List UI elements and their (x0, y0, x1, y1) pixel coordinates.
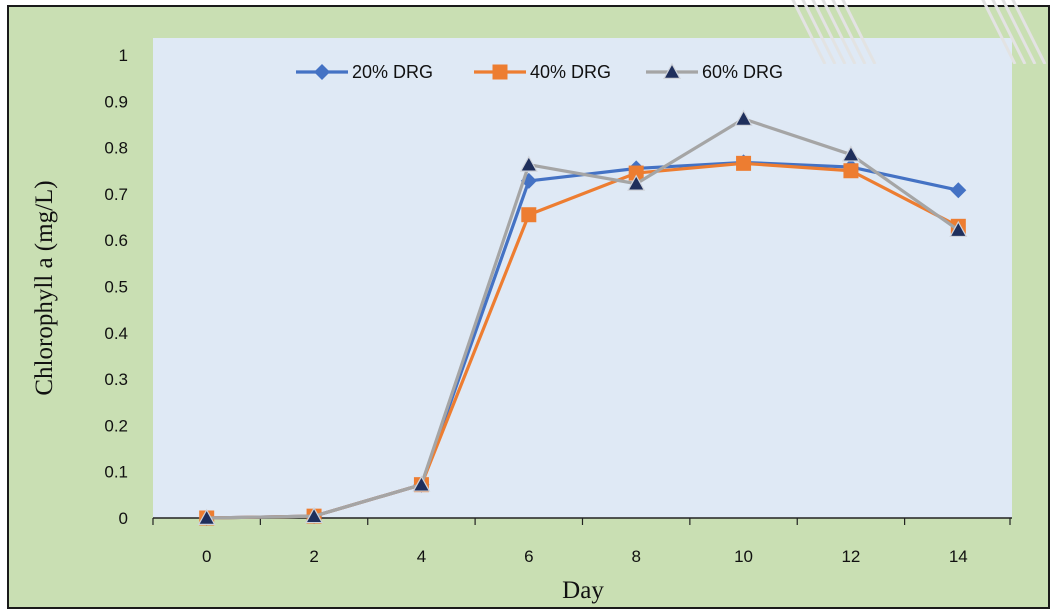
x-tick-label: 4 (417, 547, 426, 566)
data-point (950, 182, 967, 199)
x-tick-label: 10 (734, 547, 753, 566)
x-axis: 0 2 4 6 8 10 12 14 (152, 518, 1011, 566)
y-axis: 0 0.1 0.2 0.3 0.4 0.5 0.6 0.7 0.8 0.9 1 (104, 46, 128, 528)
legend-label: 20% DRG (352, 62, 433, 82)
x-tick-label: 2 (309, 547, 318, 566)
data-point (521, 207, 537, 223)
data-point (519, 155, 538, 172)
y-tick-label: 1 (119, 46, 128, 65)
y-tick-label: 0.2 (104, 416, 128, 435)
y-tick-label: 0.3 (104, 370, 128, 389)
data-point (734, 109, 753, 126)
x-tick-label: 12 (841, 547, 860, 566)
legend: 20% DRG 40% DRG 60% DRG (296, 62, 783, 82)
x-tick-label: 0 (202, 547, 211, 566)
legend-item: 40% DRG (474, 62, 611, 82)
data-point (628, 165, 644, 181)
data-point (949, 220, 968, 238)
y-tick-label: 0.9 (104, 92, 128, 111)
data-point (627, 174, 646, 191)
legend-item: 20% DRG (296, 62, 433, 82)
data-point (843, 163, 859, 179)
y-tick-label: 0.7 (104, 185, 128, 204)
legend-label: 60% DRG (702, 62, 783, 82)
series-3 (197, 109, 968, 526)
legend-marker (662, 62, 682, 80)
y-tick-label: 0 (119, 509, 128, 528)
x-tick-label: 6 (524, 547, 533, 566)
y-tick-label: 0.5 (104, 278, 128, 297)
data-point (412, 475, 431, 492)
legend-marker (314, 64, 330, 80)
legend-label: 40% DRG (530, 62, 611, 82)
legend-item: 60% DRG (646, 62, 783, 82)
data-point (736, 155, 752, 171)
data-point (197, 508, 216, 526)
y-tick-label: 0.8 (104, 139, 128, 158)
x-axis-title: Day (562, 577, 604, 604)
y-tick-label: 0.4 (104, 324, 128, 343)
legend-marker (492, 64, 508, 80)
x-tick-label: 14 (949, 547, 968, 566)
data-point (305, 506, 324, 524)
plot-area (153, 38, 1012, 518)
y-tick-label: 0.6 (104, 231, 128, 250)
data-point (841, 145, 860, 162)
series-group (197, 109, 968, 526)
y-tick-label: 0.1 (104, 463, 128, 482)
y-axis-title: Chlorophyll a (mg/L) (31, 180, 58, 395)
series-line (206, 117, 960, 520)
x-tick-label: 8 (631, 547, 640, 566)
